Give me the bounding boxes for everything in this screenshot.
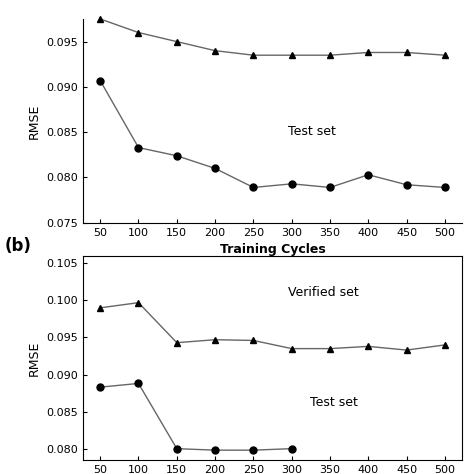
Text: (b): (b): [5, 237, 32, 255]
Text: Test set: Test set: [310, 396, 358, 409]
Text: Verified set: Verified set: [288, 286, 358, 299]
Y-axis label: RMSE: RMSE: [28, 340, 41, 375]
Y-axis label: RMSE: RMSE: [28, 103, 41, 138]
Text: Test set: Test set: [288, 125, 336, 137]
X-axis label: Training Cycles: Training Cycles: [219, 243, 326, 256]
